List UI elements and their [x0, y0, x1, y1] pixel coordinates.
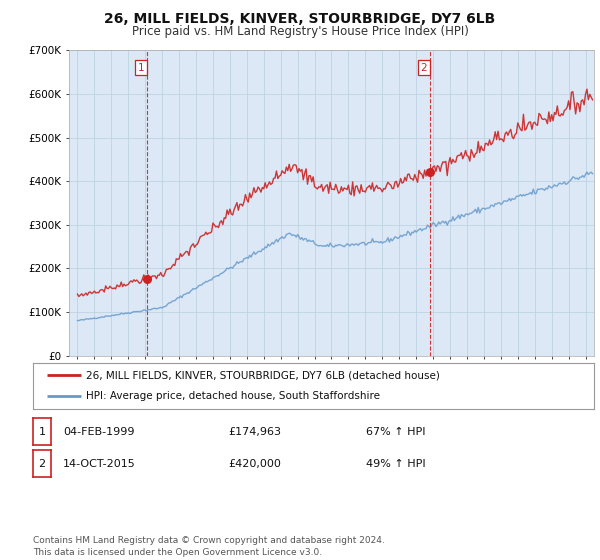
Text: 49% ↑ HPI: 49% ↑ HPI — [366, 459, 425, 469]
Point — [142, 275, 152, 284]
Text: 2: 2 — [38, 459, 46, 469]
Text: Contains HM Land Registry data © Crown copyright and database right 2024.
This d: Contains HM Land Registry data © Crown c… — [33, 536, 385, 557]
Text: £174,963: £174,963 — [228, 427, 281, 437]
Text: 26, MILL FIELDS, KINVER, STOURBRIDGE, DY7 6LB (detached house): 26, MILL FIELDS, KINVER, STOURBRIDGE, DY… — [86, 370, 440, 380]
Text: Price paid vs. HM Land Registry's House Price Index (HPI): Price paid vs. HM Land Registry's House … — [131, 25, 469, 38]
Text: 2: 2 — [421, 63, 427, 73]
Point — [425, 168, 434, 177]
Text: 14-OCT-2015: 14-OCT-2015 — [63, 459, 136, 469]
Text: 1: 1 — [137, 63, 144, 73]
Text: 04-FEB-1999: 04-FEB-1999 — [63, 427, 134, 437]
Text: £420,000: £420,000 — [228, 459, 281, 469]
Text: 67% ↑ HPI: 67% ↑ HPI — [366, 427, 425, 437]
Text: 1: 1 — [38, 427, 46, 437]
Text: HPI: Average price, detached house, South Staffordshire: HPI: Average price, detached house, Sout… — [86, 391, 380, 402]
Text: 26, MILL FIELDS, KINVER, STOURBRIDGE, DY7 6LB: 26, MILL FIELDS, KINVER, STOURBRIDGE, DY… — [104, 12, 496, 26]
